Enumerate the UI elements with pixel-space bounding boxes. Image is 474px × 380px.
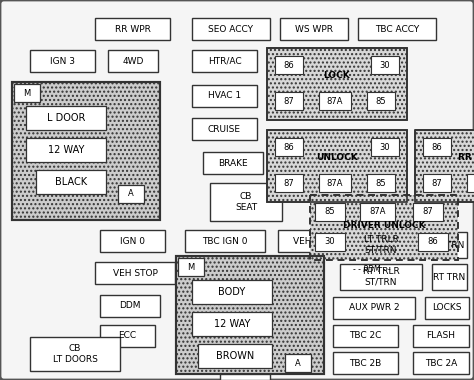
Text: A: A <box>295 358 301 367</box>
Bar <box>432 264 467 290</box>
Bar <box>267 130 407 202</box>
Bar <box>310 195 458 260</box>
Text: TBC ACCY: TBC ACCY <box>375 24 419 33</box>
Text: TBC 2C: TBC 2C <box>349 331 382 340</box>
Text: CRUISE: CRUISE <box>208 125 241 133</box>
Bar <box>36 170 106 194</box>
Bar <box>333 325 398 347</box>
Bar <box>425 297 469 319</box>
Text: 87A: 87A <box>327 97 343 106</box>
Text: 12 WAY: 12 WAY <box>48 145 84 155</box>
Text: 30: 30 <box>380 60 390 70</box>
Text: 12 WAY: 12 WAY <box>214 319 250 329</box>
Text: - - PDM - -: - - PDM - - <box>353 264 391 274</box>
Text: BODY: BODY <box>219 287 246 297</box>
Bar <box>267 48 407 120</box>
Bar <box>26 106 106 130</box>
Text: AUX PWR 2: AUX PWR 2 <box>349 304 399 312</box>
Text: RT TRN: RT TRN <box>433 272 465 282</box>
Text: L DOOR: L DOOR <box>47 113 85 123</box>
Bar <box>178 258 204 276</box>
Bar <box>333 297 415 319</box>
Text: A: A <box>128 190 134 198</box>
Bar <box>30 337 120 371</box>
Text: 30: 30 <box>325 238 335 247</box>
Text: LT TRN: LT TRN <box>434 241 465 250</box>
Bar <box>319 92 351 110</box>
Bar <box>340 264 422 290</box>
Bar <box>333 352 398 374</box>
Bar <box>210 183 282 221</box>
Bar <box>275 138 303 156</box>
Bar <box>95 18 170 40</box>
Bar <box>275 174 303 192</box>
Text: 4WD: 4WD <box>122 57 144 65</box>
Bar <box>467 174 474 192</box>
Bar <box>95 262 175 284</box>
Text: LOCK: LOCK <box>324 71 350 81</box>
Bar <box>220 374 270 380</box>
Text: 87: 87 <box>283 179 294 187</box>
Text: LOCKS: LOCKS <box>432 304 462 312</box>
Bar <box>192 85 257 107</box>
Bar <box>278 230 361 252</box>
Bar <box>275 56 303 74</box>
Bar <box>371 56 399 74</box>
Bar <box>423 174 451 192</box>
Text: CB
LT DOORS: CB LT DOORS <box>53 344 98 364</box>
Text: BLACK: BLACK <box>55 177 87 187</box>
Bar <box>26 138 106 162</box>
Text: RR WPR: RR WPR <box>115 24 150 33</box>
Bar <box>315 203 345 221</box>
Text: HVAC 1: HVAC 1 <box>208 92 241 100</box>
Text: 86: 86 <box>432 142 442 152</box>
Text: TBC 2B: TBC 2B <box>349 358 382 367</box>
Bar <box>100 295 160 317</box>
Text: IGN 3: IGN 3 <box>50 57 75 65</box>
Bar <box>367 174 395 192</box>
Text: 86: 86 <box>428 238 438 247</box>
Text: DDM: DDM <box>119 301 141 310</box>
Text: TBC IGN 0: TBC IGN 0 <box>202 236 248 245</box>
Bar <box>176 256 324 374</box>
Bar <box>198 344 272 368</box>
Bar <box>12 82 160 220</box>
Bar <box>185 230 265 252</box>
Text: 87: 87 <box>283 97 294 106</box>
Bar <box>192 50 257 72</box>
Bar <box>371 138 399 156</box>
Bar <box>413 352 469 374</box>
Text: 87A: 87A <box>327 179 343 187</box>
Text: LT TRLR
ST/TRN: LT TRLR ST/TRN <box>364 235 399 255</box>
Text: 86: 86 <box>283 142 294 152</box>
Bar <box>423 138 451 156</box>
Bar <box>203 152 263 174</box>
Bar <box>267 130 407 202</box>
Bar <box>267 48 407 120</box>
Bar <box>108 50 158 72</box>
Text: BRAKE: BRAKE <box>218 158 248 168</box>
Bar <box>118 185 144 203</box>
Text: BROWN: BROWN <box>216 351 254 361</box>
Text: FLASH: FLASH <box>427 331 456 340</box>
Bar <box>319 174 351 192</box>
Bar <box>192 280 272 304</box>
Bar <box>413 203 443 221</box>
Bar <box>340 232 422 258</box>
Text: 86: 86 <box>283 60 294 70</box>
Text: 85: 85 <box>376 179 386 187</box>
Text: UNLOCK: UNLOCK <box>316 154 358 163</box>
Text: ECC: ECC <box>118 331 137 340</box>
Bar <box>100 230 165 252</box>
Text: WS WPR: WS WPR <box>295 24 333 33</box>
Text: HTR/AC: HTR/AC <box>208 57 241 65</box>
Text: CB
SEAT: CB SEAT <box>235 192 257 212</box>
Text: VEH STOP: VEH STOP <box>112 269 157 277</box>
Bar <box>432 232 467 258</box>
Bar <box>360 203 395 221</box>
Bar <box>285 354 311 372</box>
Bar <box>315 233 345 251</box>
Bar <box>280 18 348 40</box>
Text: M: M <box>23 89 31 98</box>
